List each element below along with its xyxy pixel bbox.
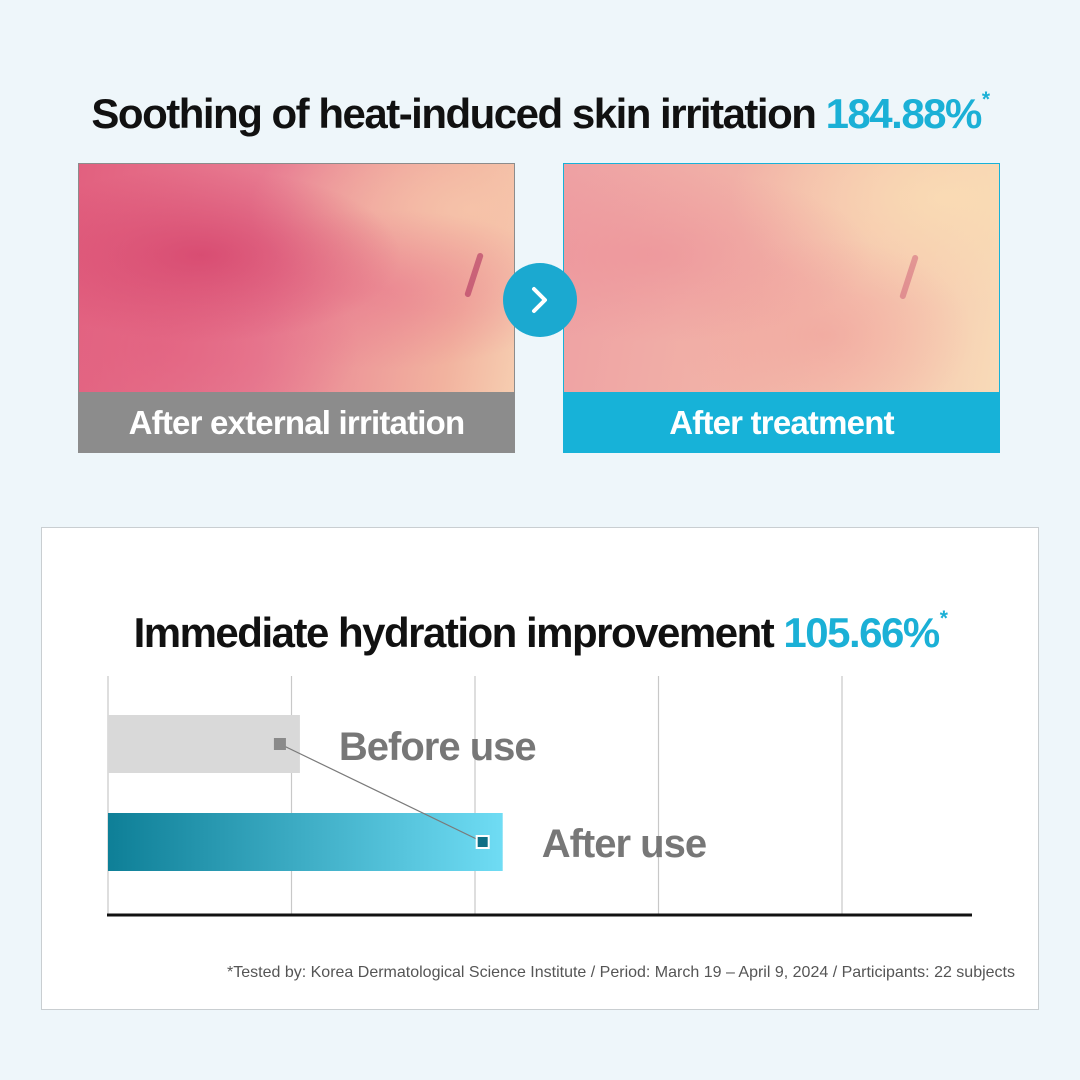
hydration-percent: 105.66% [783, 608, 940, 656]
hydration-asterisk: * [939, 606, 948, 630]
footnote: *Tested by: Korea Dermatological Science… [227, 964, 1015, 981]
hydration-headline: Immediate hydration improvement 105.66%* [0, 606, 1080, 657]
irritation-percent: 184.88% [825, 90, 983, 138]
after-use-label: After use [542, 822, 706, 866]
irritation-asterisk: * [981, 88, 990, 112]
before-use-bar [108, 715, 300, 773]
after-use-marker [475, 835, 490, 849]
after-use-bar [108, 813, 503, 871]
irritation-headline: Soothing of heat-induced skin irritation… [0, 88, 1080, 138]
before-use-marker [273, 738, 286, 750]
irritated-skin-image [79, 164, 514, 392]
hydration-headline-text: Immediate hydration improvement [133, 608, 775, 656]
change-connector-line [279, 743, 483, 843]
before-photo-card: After external irritation [78, 163, 515, 453]
after-photo-card: After treatment [563, 163, 1000, 453]
irritation-headline-text: Soothing of heat-induced skin irritation [91, 90, 817, 138]
before-use-label: Before use [339, 725, 536, 769]
after-caption: After treatment [564, 392, 999, 452]
chevron-right-icon [503, 263, 577, 337]
before-caption: After external irritation [79, 392, 514, 452]
treated-skin-image [564, 164, 999, 392]
